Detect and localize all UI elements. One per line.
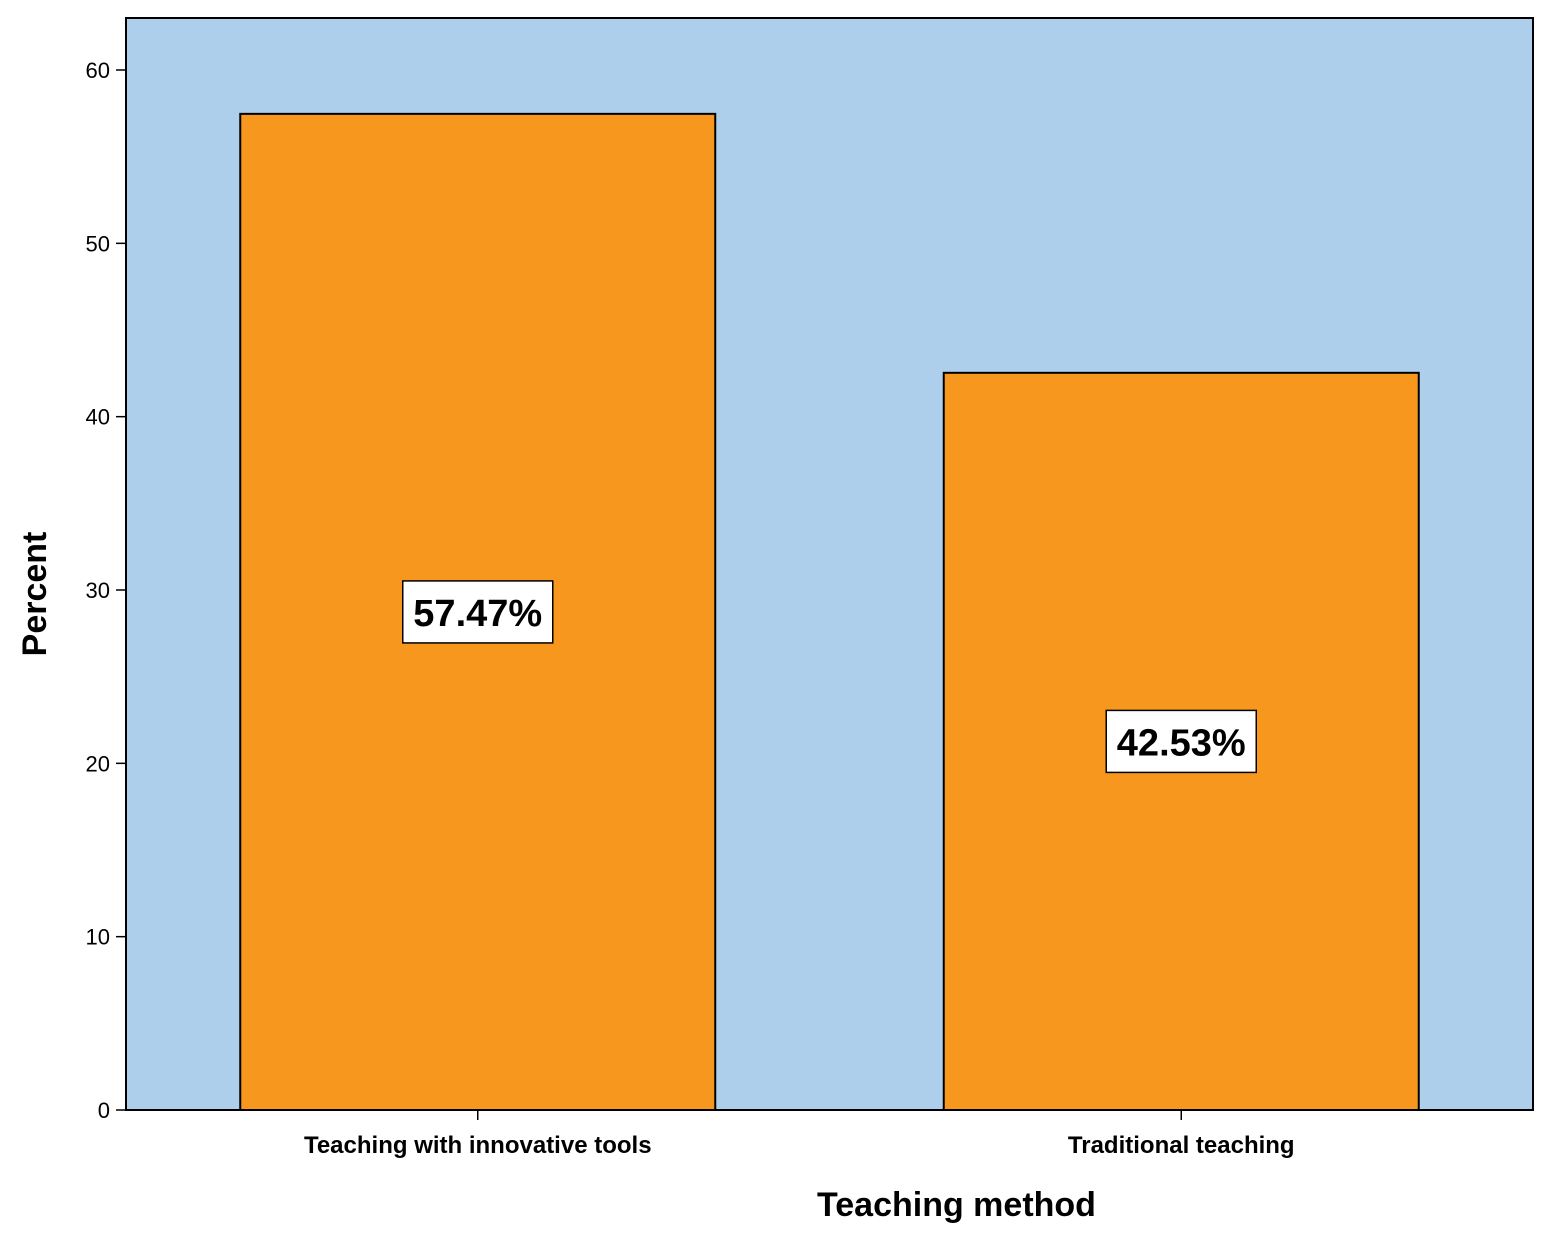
x-tick-label: Teaching with innovative tools bbox=[304, 1132, 652, 1159]
y-tick-label: 40 bbox=[86, 405, 110, 430]
x-axis: Teaching with innovative tools Traditiona… bbox=[304, 1110, 1295, 1159]
y-tick-label: 20 bbox=[86, 751, 110, 776]
y-tick-label: 50 bbox=[86, 231, 110, 256]
y-tick-label: 10 bbox=[86, 925, 110, 950]
data-label-box bbox=[1105, 709, 1257, 774]
y-tick-label: 60 bbox=[86, 58, 110, 83]
data-label-box bbox=[402, 580, 554, 644]
data-label: 42.53% bbox=[1117, 722, 1246, 764]
y-tick-label: 0 bbox=[98, 1098, 110, 1123]
x-tick-label: Traditional teaching bbox=[1068, 1132, 1295, 1159]
y-tick-label: 30 bbox=[86, 578, 110, 603]
y-axis: 0 10 20 30 40 50 60 bbox=[86, 58, 126, 1123]
y-axis-title: Percent bbox=[16, 532, 54, 657]
x-axis-title: Teaching method bbox=[817, 1186, 1096, 1224]
data-labels: 57.47% 42.53% bbox=[402, 580, 1257, 774]
data-label: 57.47% bbox=[413, 593, 542, 635]
